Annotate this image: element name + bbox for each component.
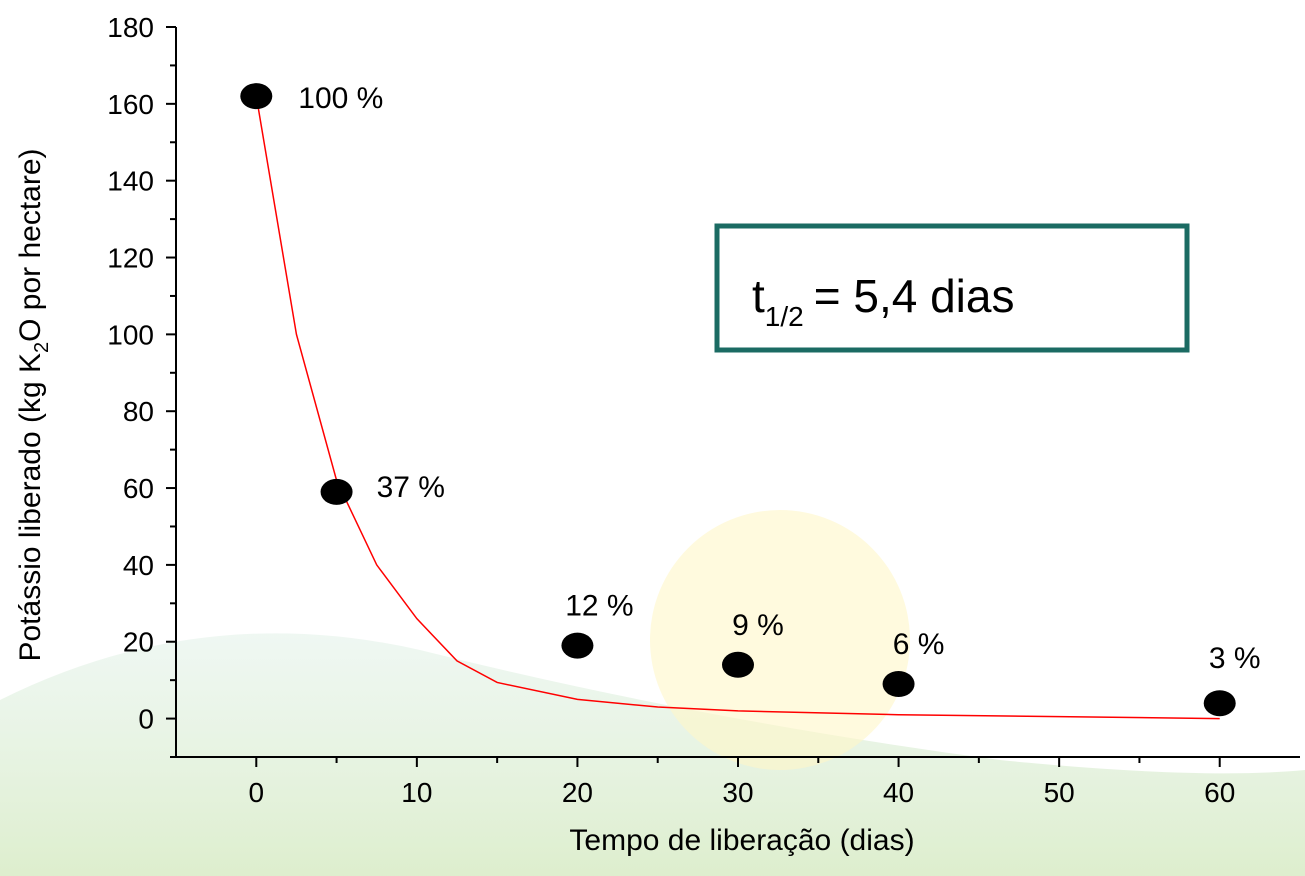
x-tick-label: 10	[401, 777, 432, 808]
watermark-sun	[650, 510, 910, 770]
annotation-box	[714, 223, 1190, 353]
watermark	[0, 633, 1305, 876]
y-tick-label: 80	[123, 396, 154, 427]
y-label-subscript: 2	[31, 342, 53, 353]
point	[1203, 690, 1236, 717]
point	[320, 478, 353, 505]
x-tick-label: 50	[1044, 777, 1075, 808]
point-label: 3 %	[1209, 642, 1261, 675]
annotation-part: = 5,4 dias	[814, 270, 1015, 322]
x-tick-label: 0	[248, 777, 264, 808]
point	[561, 632, 594, 659]
y-tick-label: 100	[107, 319, 154, 350]
y-axis-label: Potássio liberado (kg K2O por hectare)	[14, 148, 53, 661]
annotation-subscript: 1/2	[765, 301, 804, 332]
point	[882, 671, 915, 697]
y-tick-label: 20	[123, 627, 154, 658]
y-tick-label: 60	[123, 473, 154, 504]
point-label: 37 %	[377, 471, 445, 504]
y-tick-label: 40	[123, 550, 154, 581]
x-tick-label: 40	[883, 777, 914, 808]
x-tick-label: 30	[722, 777, 753, 808]
x-axis-label: Tempo de liberação (dias)	[569, 824, 914, 857]
y-tick-label: 0	[138, 704, 154, 735]
point	[240, 83, 273, 110]
point	[722, 651, 754, 678]
annotation-part: t	[752, 270, 765, 322]
axes: 0 10 20 30 40 50 60 0 20 40 60 80 100 120 140 160 180 100…	[107, 12, 1300, 808]
point-label: 9 %	[732, 609, 784, 642]
annotation: t1/2 = 5,4 dias	[752, 270, 1014, 332]
y-tick-label: 140	[107, 166, 154, 197]
x-tick-label: 20	[562, 777, 593, 808]
y-label-part: Potássio liberado (kg K	[14, 353, 47, 662]
y-label-part: O por hectare)	[14, 148, 47, 341]
point-label: 6 %	[893, 628, 945, 661]
y-tick-label: 160	[107, 89, 154, 120]
x-tick-label: 60	[1204, 777, 1235, 808]
point-label: 100 %	[298, 82, 383, 115]
point-label: 12 %	[565, 590, 633, 623]
y-tick-label: 120	[107, 243, 154, 274]
y-tick-label: 180	[107, 12, 154, 43]
